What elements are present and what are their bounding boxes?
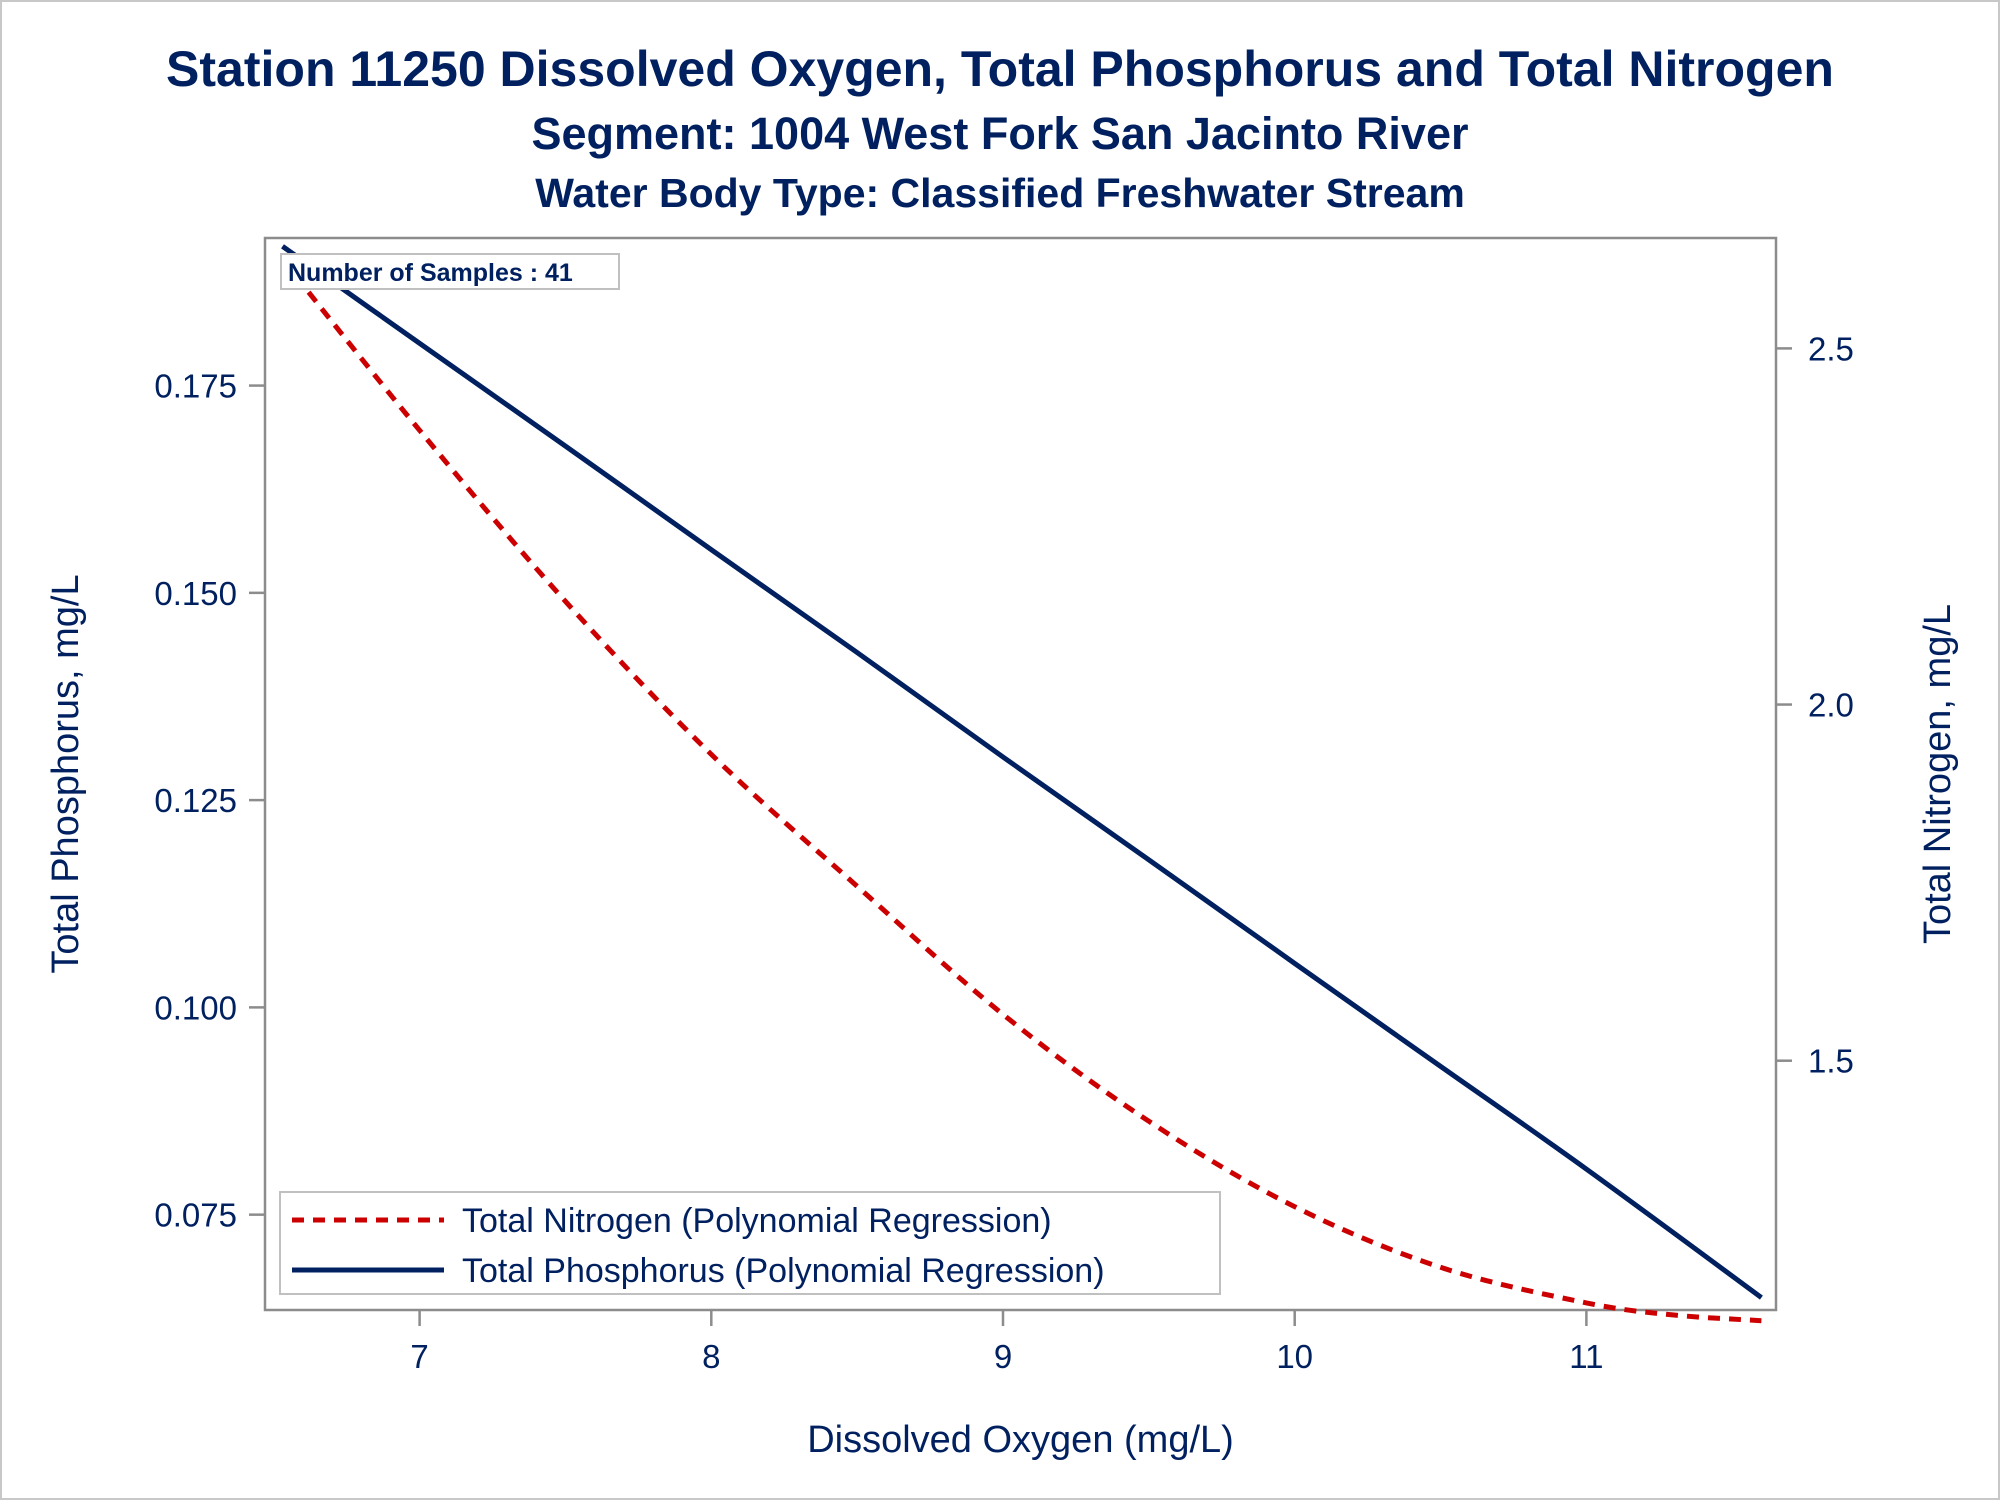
y2-tick-label: 1.5 bbox=[1808, 1043, 1854, 1080]
x-tick-label: 11 bbox=[1569, 1338, 1603, 1375]
series-line-nitrogen bbox=[280, 257, 1762, 1324]
x-axis: 7 8 9 10 11 bbox=[410, 1310, 1604, 1375]
y-axis-right: 1.5 2.0 2.5 bbox=[1776, 330, 1854, 1080]
y2-tick-label: 2.0 bbox=[1808, 687, 1854, 724]
series-line-phosphorus bbox=[281, 244, 1763, 1300]
y2-axis-label: Total Nitrogen, mg/L bbox=[1917, 604, 1959, 944]
x-axis-label: Dissolved Oxygen (mg/L) bbox=[807, 1419, 1234, 1461]
y-tick-label: 0.100 bbox=[154, 989, 237, 1026]
y-tick-label: 0.075 bbox=[154, 1197, 237, 1234]
sample-count-box: Number of Samples : 41 bbox=[280, 253, 620, 290]
y-tick-label: 0.150 bbox=[154, 575, 237, 612]
series-layer bbox=[280, 244, 1763, 1324]
sample-count-text: Number of Samples : 41 bbox=[288, 259, 573, 287]
chart-subtitle: Segment: 1004 West Fork San Jacinto Rive… bbox=[531, 108, 1469, 159]
legend: Total Nitrogen (Polynomial Regression) T… bbox=[279, 1191, 1221, 1295]
y-tick-label: 0.175 bbox=[154, 368, 237, 405]
x-tick-label: 9 bbox=[994, 1338, 1012, 1375]
y-axis-label: Total Phosphorus, mg/L bbox=[45, 574, 87, 973]
plot-area bbox=[263, 236, 1778, 1312]
chart-title: Station 11250 Dissolved Oxygen, Total Ph… bbox=[166, 41, 1834, 97]
legend-entry-nitrogen: Total Nitrogen (Polynomial Regression) bbox=[462, 1202, 1052, 1240]
chart-subtitle-2: Water Body Type: Classified Freshwater S… bbox=[535, 170, 1465, 216]
x-tick-label: 10 bbox=[1276, 1338, 1313, 1375]
y2-tick-label: 2.5 bbox=[1808, 330, 1854, 367]
y-tick-label: 0.125 bbox=[154, 782, 237, 819]
y-axis-left: 0.075 0.100 0.125 0.150 0.175 bbox=[154, 368, 265, 1234]
legend-entry-phosphorus: Total Phosphorus (Polynomial Regression) bbox=[462, 1252, 1105, 1290]
x-tick-label: 7 bbox=[410, 1338, 428, 1375]
x-tick-label: 8 bbox=[702, 1338, 720, 1375]
